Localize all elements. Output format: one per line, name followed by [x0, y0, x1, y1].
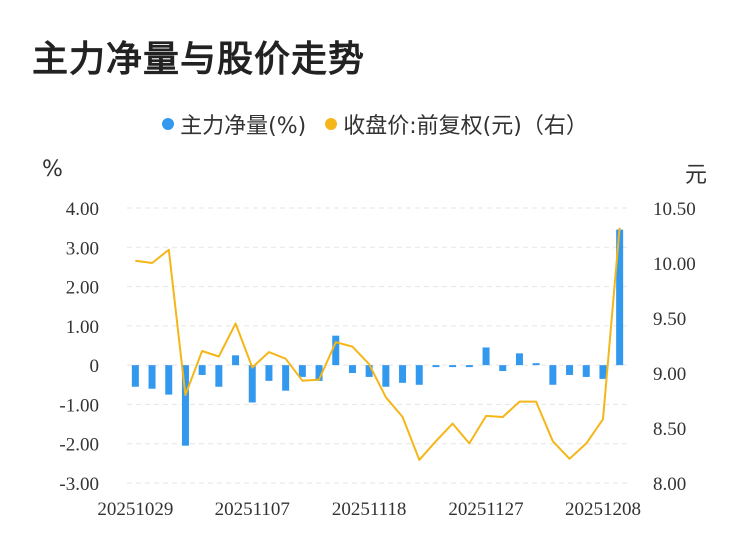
left-tick-label: -1.00	[59, 395, 99, 416]
left-tick-label: 2.00	[66, 278, 99, 299]
bar	[599, 365, 607, 379]
x-tick-label: 20251029	[97, 499, 173, 520]
bar	[616, 229, 624, 366]
left-tick-label: 1.00	[66, 317, 99, 338]
left-tick-label: 0	[90, 356, 100, 377]
x-tick-label: 20251208	[565, 499, 641, 520]
bar	[298, 365, 306, 377]
bar	[248, 365, 256, 403]
legend-item-close-price[interactable]: 收盘价:前复权(元)（右）	[325, 108, 588, 140]
bar	[432, 365, 440, 368]
bar	[382, 365, 390, 387]
bar	[566, 365, 574, 375]
left-tick-label: -2.00	[59, 435, 99, 456]
price-line	[135, 227, 621, 461]
right-tick-label: 9.50	[653, 309, 686, 330]
legend-dot-close-price	[325, 118, 338, 130]
bar	[515, 353, 523, 366]
chart-title: 主力净量与股价走势	[32, 39, 366, 80]
bar	[232, 355, 240, 366]
bar	[198, 365, 206, 375]
right-tick-label: 8.00	[653, 474, 686, 495]
bar	[265, 365, 273, 381]
bar	[399, 365, 407, 383]
bar	[332, 335, 340, 366]
bar	[165, 365, 173, 395]
bar	[365, 365, 373, 377]
bar	[465, 365, 473, 368]
bar	[499, 365, 507, 372]
legend-dot-main-net	[162, 118, 175, 130]
right-tick-label: 9.00	[653, 364, 686, 385]
bar	[131, 365, 139, 387]
bar	[449, 365, 457, 368]
left-tick-label: 3.00	[66, 238, 99, 259]
legend-label-main-net: 主力净量(%)	[180, 114, 307, 139]
legend: 主力净量(%) 收盘价:前复权(元)（右）	[0, 108, 750, 140]
x-tick-label: 20251118	[332, 499, 407, 520]
bar	[415, 365, 423, 385]
bar	[148, 365, 156, 389]
legend-label-close-price: 收盘价:前复权(元)（右）	[343, 114, 588, 139]
bar	[532, 363, 540, 366]
right-tick-label: 8.50	[653, 419, 686, 440]
x-tick-label: 20251127	[448, 499, 523, 520]
bar	[215, 365, 223, 387]
left-axis-unit: %	[42, 157, 63, 182]
bar	[582, 365, 590, 377]
bar	[282, 365, 290, 391]
legend-item-main-net[interactable]: 主力净量(%)	[162, 108, 306, 140]
right-tick-label: 10.00	[653, 254, 696, 275]
bar	[549, 365, 557, 385]
bar	[348, 365, 356, 373]
left-tick-label: 4.00	[66, 199, 99, 220]
right-tick-label: 10.50	[653, 199, 696, 220]
right-axis-unit: 元	[685, 163, 708, 188]
bar	[181, 365, 189, 446]
bar	[482, 347, 490, 366]
x-tick-label: 20251107	[215, 499, 290, 520]
bar	[315, 365, 323, 381]
left-tick-label: -3.00	[59, 474, 99, 495]
